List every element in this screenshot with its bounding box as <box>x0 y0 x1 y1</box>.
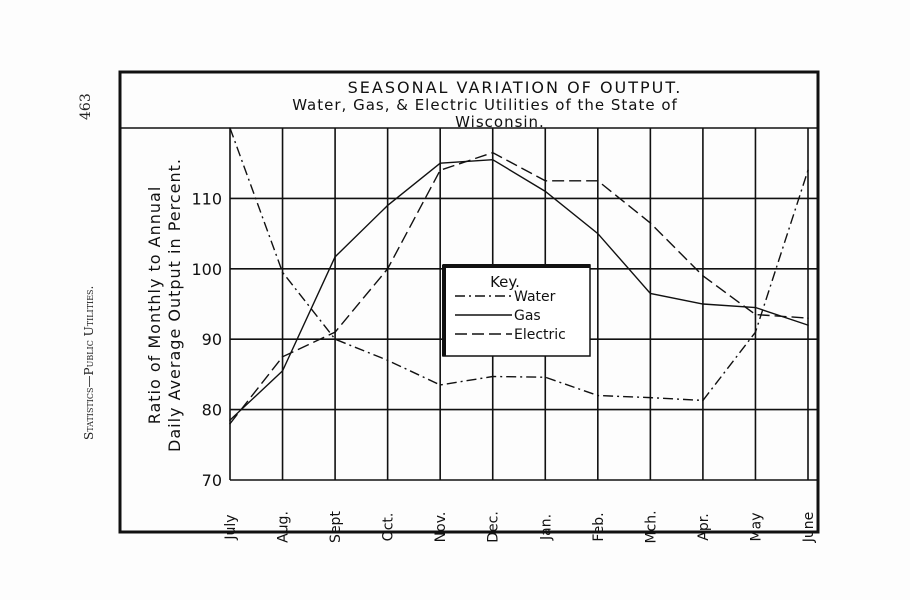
data-point-electric <box>439 169 441 172</box>
data-point-electric <box>334 331 336 333</box>
y-tick-label: 80 <box>202 401 222 420</box>
x-tick-label: Feb. <box>591 512 607 541</box>
data-point-electric <box>597 180 599 182</box>
y-tick-label: 70 <box>202 471 222 490</box>
data-point-gas <box>754 306 757 309</box>
data-point-gas <box>807 324 809 326</box>
data-point-gas <box>702 303 704 305</box>
data-point-electric <box>544 180 547 182</box>
data-point-gas <box>439 162 441 164</box>
y-axis-title-2: Daily Average Output in Percent. <box>165 158 184 452</box>
chart-frame <box>118 70 820 534</box>
legend-title: Key. <box>490 273 520 291</box>
legend-label-electric: Electric <box>514 327 566 343</box>
x-tick-label: Dec. <box>486 511 502 543</box>
x-tick-label: Mch. <box>643 510 659 543</box>
data-point-electric <box>807 317 809 319</box>
y-tick-label: 90 <box>202 330 222 349</box>
x-tick-label: May <box>748 513 764 542</box>
y-tick-label: 100 <box>191 260 222 279</box>
x-tick-label: Oct. <box>381 513 397 542</box>
data-point-water <box>754 331 757 333</box>
legend-shadow <box>442 264 590 356</box>
data-point-gas <box>281 370 284 372</box>
x-tick-label: Sept <box>328 511 344 543</box>
data-point-gas <box>334 256 336 258</box>
data-point-water <box>281 271 284 274</box>
legend-label-water: Water <box>514 289 556 305</box>
data-point-electric <box>386 268 389 270</box>
series-line-water <box>229 127 809 402</box>
data-point-gas <box>386 204 389 207</box>
data-point-electric <box>281 356 284 358</box>
data-point-gas <box>544 190 547 193</box>
series-line-gas <box>229 158 809 421</box>
data-point-electric <box>229 422 231 425</box>
y-axis-title: Ratio of Monthly to Annual <box>145 186 164 425</box>
data-point-water <box>597 394 599 397</box>
data-point-electric <box>491 151 494 154</box>
data-point-gas <box>491 158 494 161</box>
y-tick-label: 110 <box>191 189 222 208</box>
data-point-water <box>702 399 704 402</box>
data-point-electric <box>702 275 704 277</box>
data-point-gas <box>649 292 652 295</box>
data-point-water <box>491 375 494 378</box>
data-point-water <box>386 359 389 362</box>
x-tick-label: July <box>223 514 239 540</box>
data-point-gas <box>229 419 231 421</box>
x-tick-label: Jan. <box>538 514 554 541</box>
chart-subtitle: Water, Gas, & Electric Utilities of the … <box>292 96 678 114</box>
data-point-water <box>229 127 231 129</box>
data-point-water <box>807 169 809 172</box>
x-tick-label: Apr. <box>696 513 712 540</box>
data-point-electric <box>754 313 757 316</box>
data-point-water <box>334 338 336 341</box>
chart-subtitle-2: Wisconsin. <box>455 113 545 131</box>
data-point-gas <box>597 232 599 235</box>
x-tick-label: June <box>801 512 817 544</box>
data-point-electric <box>649 222 652 224</box>
data-point-water <box>544 376 547 379</box>
legend-label-gas: Gas <box>514 308 541 324</box>
data-point-water <box>649 396 652 399</box>
x-tick-label: Nov. <box>433 512 449 543</box>
data-point-water <box>439 384 441 386</box>
series-line-electric <box>229 151 809 425</box>
x-tick-label: Aug. <box>276 511 292 543</box>
legend: Key. Water Gas Electric <box>442 264 591 357</box>
chart-title: SEASONAL VARIATION OF OUTPUT. <box>348 78 683 97</box>
